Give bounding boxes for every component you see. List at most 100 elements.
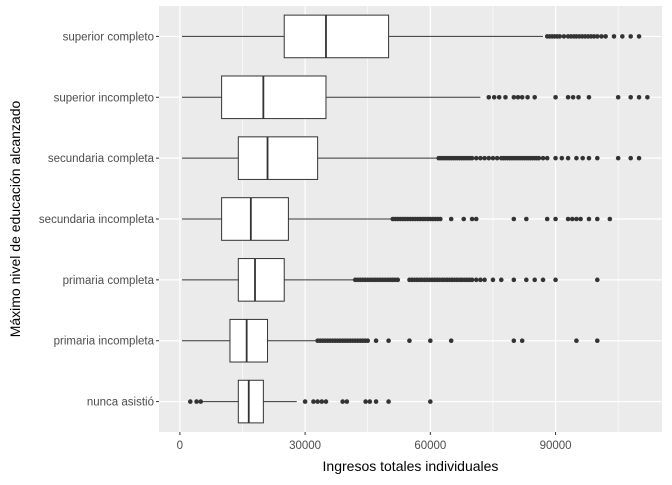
outlier-point — [570, 94, 576, 100]
outlier-point — [578, 216, 583, 222]
outlier-point — [636, 155, 642, 161]
outlier-point — [482, 277, 487, 283]
outlier-point — [607, 216, 613, 222]
outlier-point — [491, 94, 497, 100]
x-tick-label: 0 — [177, 440, 183, 452]
outlier-point — [511, 277, 517, 283]
outlier-point — [428, 338, 433, 344]
outlier-point — [407, 338, 412, 344]
x-axis-title: Ingresos totales individuales — [323, 458, 499, 474]
outlier-point — [469, 155, 475, 161]
box-group — [181, 14, 642, 59]
outlier-point — [524, 216, 529, 222]
y-tick-label: secundaria incompleta — [39, 214, 155, 226]
outlier-point — [594, 155, 600, 161]
outlier-point — [557, 34, 563, 39]
outlier-point — [315, 399, 320, 404]
box-iqr — [221, 197, 289, 241]
outlier-point — [473, 216, 479, 222]
outlier-point — [373, 399, 379, 404]
outlier-point — [586, 94, 592, 100]
outlier-point — [574, 216, 579, 222]
outlier-point — [448, 338, 454, 344]
outlier-point — [496, 94, 502, 100]
outlier-point — [490, 277, 496, 283]
outlier-point — [503, 94, 508, 100]
box-layer — [181, 14, 650, 424]
outlier-point — [478, 277, 483, 283]
outlier-point — [559, 155, 565, 161]
outlier-point — [511, 216, 517, 222]
box-iqr — [221, 75, 327, 120]
x-tick-label: 30000 — [289, 440, 321, 452]
outlier-point — [553, 277, 558, 283]
outlier-point — [365, 338, 371, 344]
outlier-point — [511, 94, 517, 100]
outlier-point — [486, 155, 492, 161]
outlier-point — [636, 34, 642, 39]
outlier-point — [603, 34, 608, 39]
outlier-point — [473, 277, 479, 283]
box-iqr — [283, 14, 390, 59]
outlier-point — [469, 277, 475, 283]
outlier-point — [469, 216, 475, 222]
outlier-point — [515, 94, 521, 100]
outlier-point — [599, 34, 604, 39]
outlier-point — [486, 94, 492, 100]
box-iqr — [237, 379, 264, 424]
outlier-point — [594, 277, 600, 283]
outlier-point — [565, 94, 571, 100]
outlier-point — [395, 277, 401, 283]
outlier-point — [594, 34, 600, 39]
y-tick-label: primaria completa — [63, 275, 155, 287]
outlier-point — [536, 155, 542, 161]
outlier-point — [553, 216, 558, 222]
outlier-point — [490, 155, 496, 161]
outlier-point — [511, 338, 517, 344]
outlier-point — [482, 155, 487, 161]
outlier-point — [194, 399, 199, 404]
outlier-point — [540, 155, 546, 161]
outlier-point — [615, 94, 621, 100]
outlier-point — [611, 34, 617, 39]
outlier-point — [319, 399, 325, 404]
outlier-point — [340, 399, 345, 404]
outlier-point — [574, 338, 579, 344]
outlier-point — [344, 399, 350, 404]
box-group — [181, 197, 613, 241]
outlier-point — [428, 399, 433, 404]
outlier-point — [565, 216, 571, 222]
axis-layer: superior completo superior incompleto secu… — [39, 31, 572, 452]
outlier-point — [594, 338, 600, 344]
box-iqr — [237, 258, 285, 302]
outlier-point — [302, 399, 308, 404]
outlier-point — [594, 216, 600, 222]
outlier-point — [473, 155, 479, 161]
outlier-point — [448, 216, 454, 222]
outlier-point — [198, 399, 204, 404]
box-iqr — [237, 136, 319, 180]
x-tick-label: 60000 — [414, 440, 446, 452]
outlier-point — [628, 155, 633, 161]
y-tick-label: superior incompleto — [54, 92, 154, 104]
outlier-point — [373, 338, 379, 344]
box-group — [181, 136, 642, 180]
outlier-point — [561, 34, 567, 39]
box-group — [188, 379, 433, 424]
outlier-point — [591, 34, 597, 39]
y-tick-label: primaria incompleta — [54, 336, 155, 348]
outlier-point — [586, 155, 592, 161]
outlier-point — [553, 94, 558, 100]
outlier-point — [494, 155, 500, 161]
outlier-point — [628, 94, 633, 100]
outlier-point — [574, 155, 579, 161]
outlier-point — [620, 34, 625, 39]
outlier-point — [519, 94, 525, 100]
y-tick-label: nunca asistió — [87, 397, 154, 409]
y-axis-title: Máximo nivel de educación alcanzado — [7, 100, 23, 337]
outlier-point — [519, 338, 525, 344]
outlier-point — [565, 155, 571, 161]
outlier-point — [438, 216, 443, 222]
outlier-point — [580, 155, 585, 161]
outlier-point — [615, 155, 621, 161]
